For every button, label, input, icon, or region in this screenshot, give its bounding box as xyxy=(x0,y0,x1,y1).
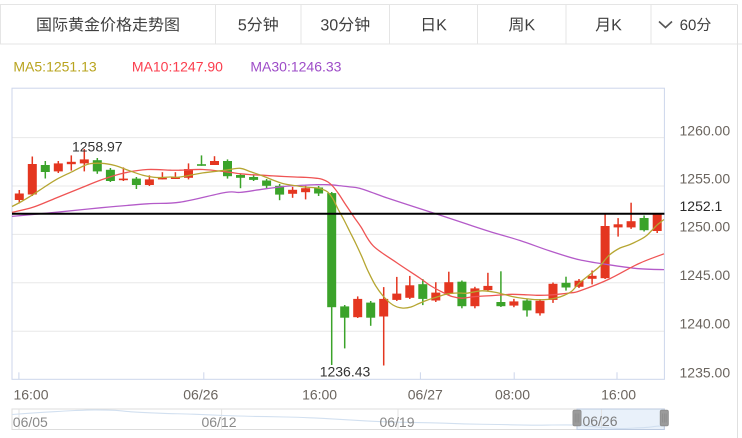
svg-text:MA5:1251.13: MA5:1251.13 xyxy=(13,58,96,74)
svg-text:1255.00: 1255.00 xyxy=(680,170,731,186)
svg-text:16:00: 16:00 xyxy=(601,386,636,402)
svg-text:MA10:1247.90: MA10:1247.90 xyxy=(132,58,223,74)
svg-text:1258.97: 1258.97 xyxy=(72,138,123,154)
svg-text:MA30:1246.33: MA30:1246.33 xyxy=(250,58,341,74)
svg-text:06/27: 06/27 xyxy=(408,386,443,402)
svg-text:1250.00: 1250.00 xyxy=(680,219,731,235)
svg-text:08:00: 08:00 xyxy=(495,386,530,402)
svg-text:16:00: 16:00 xyxy=(13,386,48,402)
svg-text:06/26: 06/26 xyxy=(183,386,218,402)
svg-text:1240.00: 1240.00 xyxy=(680,316,731,332)
svg-text:1236.43: 1236.43 xyxy=(320,364,371,380)
svg-text:1252.1: 1252.1 xyxy=(680,198,723,214)
svg-text:06/26: 06/26 xyxy=(582,413,617,429)
svg-text:16:00: 16:00 xyxy=(302,386,337,402)
svg-text:06/19: 06/19 xyxy=(379,414,414,430)
svg-text:1260.00: 1260.00 xyxy=(680,123,731,139)
svg-text:06/12: 06/12 xyxy=(201,414,236,430)
svg-text:1235.00: 1235.00 xyxy=(680,364,731,380)
svg-text:1245.00: 1245.00 xyxy=(680,267,731,283)
svg-text:06/05: 06/05 xyxy=(13,414,48,430)
